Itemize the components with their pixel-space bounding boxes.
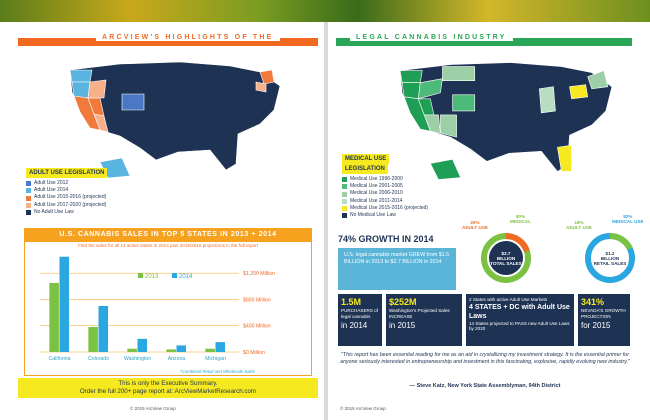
y-tick-label: $1,200 Million	[243, 271, 275, 277]
x-tick-label: Washington	[124, 356, 151, 362]
legend-item: No Adult Use Law	[26, 209, 106, 216]
legend-swatch	[342, 191, 347, 197]
page-spine	[324, 22, 328, 420]
legend-item: Adult Use 2014	[26, 187, 106, 194]
legend-label-2013: 2013	[145, 274, 159, 280]
x-tick-label: California	[49, 356, 71, 362]
y-tick-label: $800 Million	[243, 297, 271, 303]
copyright-right: © 2015 ArcView Group	[340, 406, 386, 411]
legend-swatch	[342, 177, 347, 183]
legend-label-2014: 2014	[179, 274, 193, 280]
stat-nevada: 341% NEVADA'S GROWTH PROJECTION for 2015	[578, 294, 630, 346]
x-tick-label: Arizona	[168, 356, 186, 362]
medical-legend-title-2: LEGISLATION	[342, 164, 388, 174]
legend-swatch	[342, 184, 347, 190]
top-banner	[0, 0, 650, 22]
donut-2-minor: 18% ADULT USE	[566, 220, 592, 230]
adult-use-legend: Adult Use 2012 Adult Use 2014 Adult Use …	[26, 180, 106, 216]
legend-swatch	[26, 188, 31, 194]
bar-2014-washington	[137, 338, 148, 352]
y-tick-label: $0 Million	[243, 350, 265, 356]
testimonial-quote: "This report has been essential reading …	[340, 352, 630, 365]
legend-swatch	[26, 209, 31, 215]
legend-swatch	[342, 198, 347, 204]
adult-use-legend-title: ADULT USE LEGISLATION	[26, 168, 108, 178]
donut-2-major: 82% MEDICAL USE	[612, 214, 644, 224]
legend-swatch-2013	[138, 273, 143, 278]
sales-chart-subtitle: Find the sales for all 14 active states …	[78, 243, 258, 248]
left-header-bar	[18, 38, 318, 46]
bar-2013-colorado	[88, 327, 98, 352]
legend-item: Medical Use 1996-2000	[342, 176, 428, 183]
bar-2014-arizona	[176, 345, 187, 352]
legend-swatch	[26, 202, 31, 208]
bar-2013-michigan	[205, 348, 215, 352]
bar-2014-michigan	[215, 342, 226, 352]
sales-chart-note: *Combined Retail and Wholesale Sales	[180, 369, 255, 374]
donut-2-center: $1.2 BILLION RETAIL SALES	[593, 251, 627, 266]
donut-1-minor: 20% ADULT USE	[462, 220, 488, 230]
sales-bar-chart: $0 Million $400 Million $800 Million $1,200…	[40, 256, 275, 362]
donut-1-major: 80% MEDICAL	[510, 214, 531, 224]
copyright-left: © 2015 ArcView Group	[130, 406, 176, 411]
right-header-bar	[336, 38, 632, 46]
legend-item: Adult Use 2015-2016 (projected)	[26, 194, 106, 201]
growth-headline: 74% GROWTH IN 2014	[338, 234, 434, 244]
retail-sales-donut	[585, 233, 635, 283]
growth-text: U.S. legal cannabis market GREW from $1.…	[338, 248, 456, 290]
medical-use-map	[399, 62, 613, 180]
executive-summary-note: This is only the Executive Summary. Orde…	[18, 378, 318, 398]
bar-2013-california	[49, 283, 59, 352]
legend-swatch-2014	[172, 273, 177, 278]
bar-2014-california	[59, 256, 70, 352]
medical-legend-title-1: MEDICAL USE	[342, 154, 390, 164]
bar-2013-washington	[127, 348, 137, 352]
sales-chart-title: U.S. CANNABIS SALES IN TOP 5 STATES IN 2…	[24, 228, 312, 242]
adult-use-map	[69, 61, 281, 179]
legend-item: Medical Use 2011-2014	[342, 198, 428, 205]
stat-purchasers: 1.5M PURCHASERS of legal cannabis in 201…	[338, 294, 382, 346]
legend-item: Medical Use 2006-2010	[342, 190, 428, 197]
stat-adult-use-states: 2 States with active Adult Use Markets 4…	[466, 294, 574, 346]
bar-2013-arizona	[166, 349, 176, 352]
donut-1-center: $2.7 BILLION TOTAL SALES	[490, 251, 522, 266]
y-tick-label: $400 Million	[243, 324, 271, 330]
right-header-title: LEGAL CANNABIS INDUSTRY	[350, 34, 513, 41]
stat-washington: $252M Washington's Projected Sales INCRE…	[386, 294, 462, 346]
legend-item: Medical Use 2001-2005	[342, 183, 428, 190]
left-header-title: ARCVIEW'S HIGHLIGHTS OF THE	[96, 34, 280, 41]
testimonial-author: — Steve Katz, New York State Assemblyman…	[409, 383, 561, 389]
legend-swatch	[26, 195, 31, 201]
legend-item: Adult Use 2017-2020 (projected)	[26, 202, 106, 209]
legend-item: Medical Use 2015-2016 (projected)	[342, 205, 428, 212]
legend-item: No Medical Use Law	[342, 212, 428, 219]
legend-swatch	[26, 181, 31, 187]
total-sales-donut	[481, 233, 531, 283]
legend-swatch	[342, 205, 347, 211]
legend-swatch	[342, 213, 347, 219]
legend-item: Adult Use 2012	[26, 180, 106, 187]
bar-2014-colorado	[98, 306, 109, 352]
medical-use-legend: Medical Use 1996-2000 Medical Use 2001-2…	[342, 176, 428, 219]
x-tick-label: Colorado	[88, 356, 109, 362]
x-tick-label: Michigan	[205, 356, 226, 362]
